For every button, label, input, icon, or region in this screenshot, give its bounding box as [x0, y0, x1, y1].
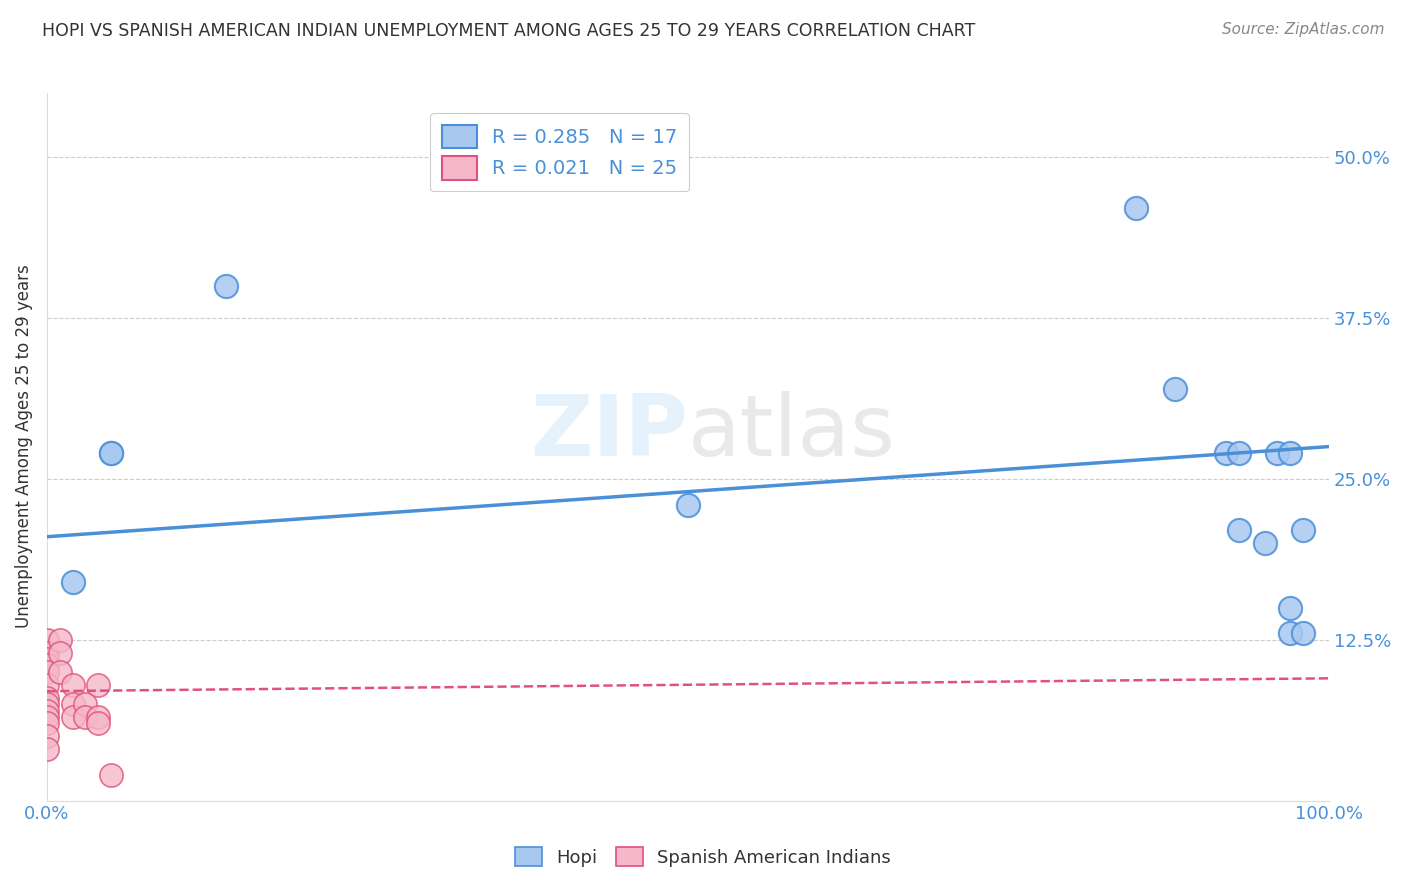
Point — [1253, 536, 1275, 550]
Y-axis label: Unemployment Among Ages 25 to 29 years: Unemployment Among Ages 25 to 29 years — [15, 265, 32, 629]
Legend: R = 0.285   N = 17, R = 0.021   N = 25: R = 0.285 N = 17, R = 0.021 N = 25 — [430, 113, 689, 192]
Point — [1279, 446, 1302, 460]
Point — [1292, 626, 1315, 640]
Point — [1215, 446, 1237, 460]
Point — [1227, 446, 1250, 460]
Point — [100, 768, 122, 782]
Point — [48, 632, 70, 647]
Point — [35, 658, 58, 673]
Point — [48, 665, 70, 679]
Point — [35, 632, 58, 647]
Point — [62, 697, 84, 711]
Point — [1125, 202, 1147, 216]
Point — [35, 729, 58, 743]
Point — [87, 678, 110, 692]
Text: HOPI VS SPANISH AMERICAN INDIAN UNEMPLOYMENT AMONG AGES 25 TO 29 YEARS CORRELATI: HOPI VS SPANISH AMERICAN INDIAN UNEMPLOY… — [42, 22, 976, 40]
Point — [35, 697, 58, 711]
Point — [48, 646, 70, 660]
Point — [1279, 626, 1302, 640]
Point — [215, 278, 238, 293]
Legend: Hopi, Spanish American Indians: Hopi, Spanish American Indians — [508, 840, 898, 874]
Point — [35, 704, 58, 718]
Text: Source: ZipAtlas.com: Source: ZipAtlas.com — [1222, 22, 1385, 37]
Point — [100, 446, 122, 460]
Point — [676, 498, 699, 512]
Point — [35, 646, 58, 660]
Point — [62, 574, 84, 589]
Text: ZIP: ZIP — [530, 391, 688, 474]
Point — [75, 697, 97, 711]
Point — [35, 716, 58, 731]
Point — [62, 710, 84, 724]
Point — [35, 665, 58, 679]
Point — [35, 690, 58, 705]
Point — [87, 710, 110, 724]
Point — [1227, 523, 1250, 537]
Point — [62, 678, 84, 692]
Point — [1267, 446, 1289, 460]
Point — [75, 710, 97, 724]
Point — [35, 710, 58, 724]
Point — [1279, 600, 1302, 615]
Point — [1164, 382, 1187, 396]
Point — [100, 446, 122, 460]
Point — [35, 742, 58, 756]
Point — [35, 652, 58, 666]
Point — [1292, 523, 1315, 537]
Text: atlas: atlas — [688, 391, 896, 474]
Point — [87, 716, 110, 731]
Point — [35, 678, 58, 692]
